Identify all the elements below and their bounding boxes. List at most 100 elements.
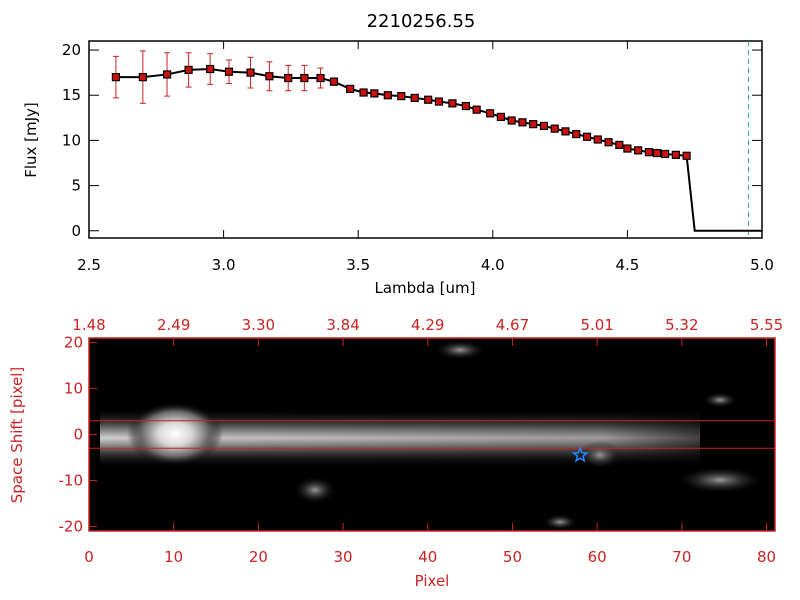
flux-point [561,127,570,136]
flux-point [518,118,527,127]
x-tick-label: 50 [503,548,522,566]
noise-blob [542,514,578,530]
top-tick-label: 5.01 [580,316,613,334]
spectrum-x-label: Lambda [um] [375,279,476,297]
flux-point [634,146,643,155]
top-tick-label: 3.84 [326,316,359,334]
noise-blob [293,476,337,504]
source-core [127,402,223,466]
flux-point [593,135,602,144]
flux-point [682,151,691,160]
flux-point [284,73,293,83]
flux-point [529,120,538,129]
top-tick-label: 5.32 [665,316,698,334]
x-tick-label: 60 [588,548,607,566]
x-tick-label: 20 [249,548,268,566]
y-tick-label: 10 [62,131,81,149]
flux-point [370,89,379,98]
flux-point [461,101,470,111]
x-tick-label: 3.5 [346,256,370,274]
flux-point [383,91,392,100]
flux-point [434,97,444,106]
flux-point [316,73,325,83]
flux-point [162,70,172,79]
x-tick-label: 3.0 [212,256,236,274]
flux-point [397,92,406,101]
x-tick-label: 80 [757,548,776,566]
x-tick-label: 0 [84,548,94,566]
spectrum-y-ticks: 0 5 10 15 20 [62,41,762,240]
top-tick-label: 5.55 [750,316,783,334]
y-tick-label: 5 [71,177,81,195]
flux-point [472,105,481,114]
chart-title: 2210256.55 [367,11,476,32]
x-tick-label: 4.5 [615,256,639,274]
image-panel: 0 10 20 30 40 50 60 70 80 -20 -10 0 10 20 1.48 2.49 3.… [8,316,783,590]
flux-point [246,68,255,77]
x-tick-label: 30 [334,548,353,566]
y-tick-label: 0 [71,222,81,240]
y-tick-label: 15 [62,86,81,104]
image-x-label: Pixel [415,572,450,590]
flux-point [604,138,613,147]
image-x-ticks: 0 10 20 30 40 50 60 70 80 [84,523,776,566]
flux-point [184,65,193,75]
top-tick-label: 2.49 [157,316,190,334]
y-tick-label: 10 [64,380,83,398]
image-top-ticks: 1.48 2.49 3.30 3.84 4.29 4.67 5.01 5.32 5.55 [72,316,783,346]
flux-point [138,73,147,82]
noise-blob [434,340,486,360]
flux-point [448,99,457,108]
x-tick-label: 4.0 [481,256,505,274]
flux-point [615,140,624,150]
y-tick-label: 0 [73,426,83,444]
spectrum-panel: 2210256.55 2.5 3.0 3.5 4.0 4.5 5.0 0 5 10 15 20 L… [22,11,774,297]
star-marker [571,446,589,463]
flux-point [486,109,495,118]
x-tick-label: 40 [418,548,437,566]
image-y-ticks: -20 -10 0 10 20 [59,334,97,535]
x-tick-label: 5.0 [750,256,774,274]
x-tick-label: 2.5 [77,256,101,274]
spectrum-data [111,41,762,238]
flux-point [206,64,215,74]
y-tick-label: 20 [64,334,83,352]
flux-point [111,73,121,82]
flux-point [644,148,654,157]
flux-point [359,88,368,97]
flux-point [582,132,592,141]
y-tick-label: 20 [62,41,81,59]
x-tick-label: 70 [672,548,691,566]
top-tick-label: 4.67 [496,316,529,334]
flux-point [507,116,516,125]
flux-point [652,148,662,158]
spectrum-y-label: Flux [mJy] [22,102,40,178]
flux-point [539,121,549,131]
spectrum-x-ticks: 2.5 3.0 3.5 4.0 4.5 5.0 [77,41,774,274]
image-overlay [89,420,775,463]
y-tick-label: -20 [59,517,84,535]
flux-point [265,72,274,81]
spectrum-plot-frame [88,40,763,239]
noise-blob [702,392,738,408]
noise-blob [675,466,765,494]
flux-point [572,129,581,139]
flux-point [496,112,505,122]
flux-point [329,77,339,86]
image-y-label: Space Shift [pixel] [8,367,26,504]
x-tick-label: 10 [164,548,183,566]
top-tick-label: 1.48 [72,316,105,334]
flux-point [671,150,680,159]
flux-point [300,73,309,83]
top-tick-label: 3.30 [242,316,275,334]
y-tick-label: -10 [59,471,84,489]
flux-point [550,124,559,133]
top-tick-label: 4.29 [411,316,444,334]
flux-point [410,93,419,103]
flux-point [424,95,433,104]
flux-point [224,67,234,76]
flux-point [660,149,670,159]
flux-point [623,144,632,153]
flux-point [346,84,355,93]
